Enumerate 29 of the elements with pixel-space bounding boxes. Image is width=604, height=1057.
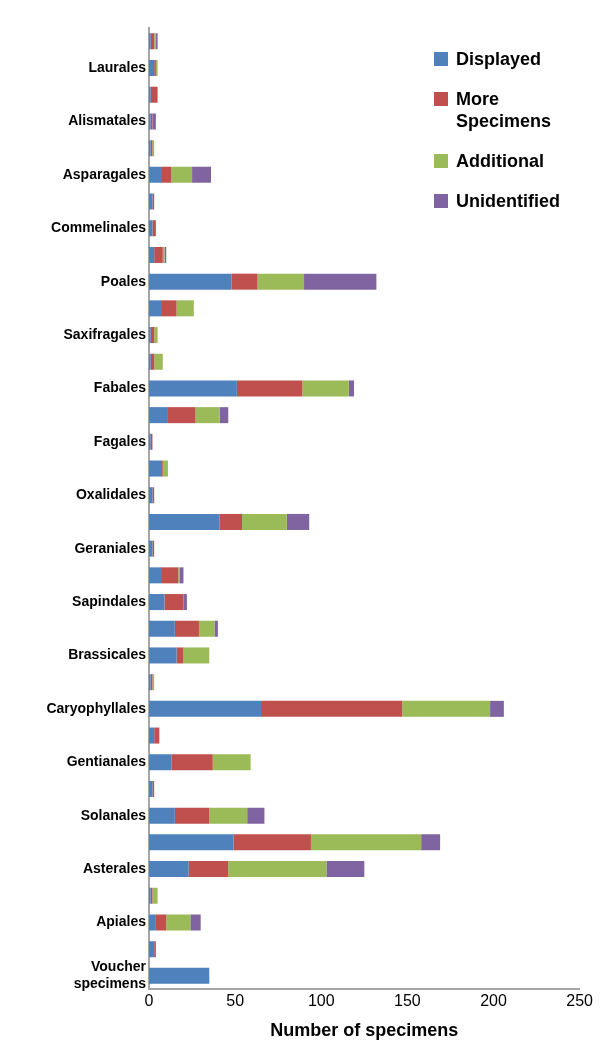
y-tick-label: Gentianales <box>66 753 147 770</box>
y-tick-label: Commelinales <box>51 219 147 236</box>
y-tick-label: Fagales <box>93 432 147 449</box>
y-tick-label: Oxalidales <box>75 486 147 503</box>
y-tick-label: Laurales <box>88 58 147 75</box>
x-tick-label: 200 <box>480 992 507 1010</box>
x-tick-label: 150 <box>394 992 421 1010</box>
y-tick-label: Voucher specimens <box>73 958 147 992</box>
x-tick-label: 0 <box>144 992 154 1010</box>
y-tick-label: Brassicales <box>68 646 147 663</box>
y-tick-label: Asparagales <box>62 165 147 182</box>
y-tick-label: Alismatales <box>68 112 147 129</box>
y-tick-label: Apiales <box>96 913 147 930</box>
legend-label: Displayed <box>456 48 542 70</box>
y-tick-label: Fabales <box>93 379 147 396</box>
y-tick-label: Solanales <box>80 806 147 823</box>
y-tick-label: Caryophyllales <box>46 699 147 716</box>
y-tick-label: Asterales <box>82 859 147 876</box>
legend-label: More Specimens <box>456 88 553 132</box>
x-axis-title: Number of specimens <box>270 1020 459 1041</box>
x-tick-label: 250 <box>566 992 594 1010</box>
y-tick-label: Saxifragales <box>63 325 147 342</box>
legend-label: Additional <box>456 150 544 172</box>
x-tick-label: 100 <box>307 992 335 1010</box>
y-tick-label: Sapindales <box>72 592 147 609</box>
y-tick-label: Poales <box>100 272 147 289</box>
y-tick-label: Geraniales <box>74 539 147 556</box>
x-tick-label: 50 <box>226 992 245 1010</box>
legend-label: Unidentified <box>456 190 560 212</box>
